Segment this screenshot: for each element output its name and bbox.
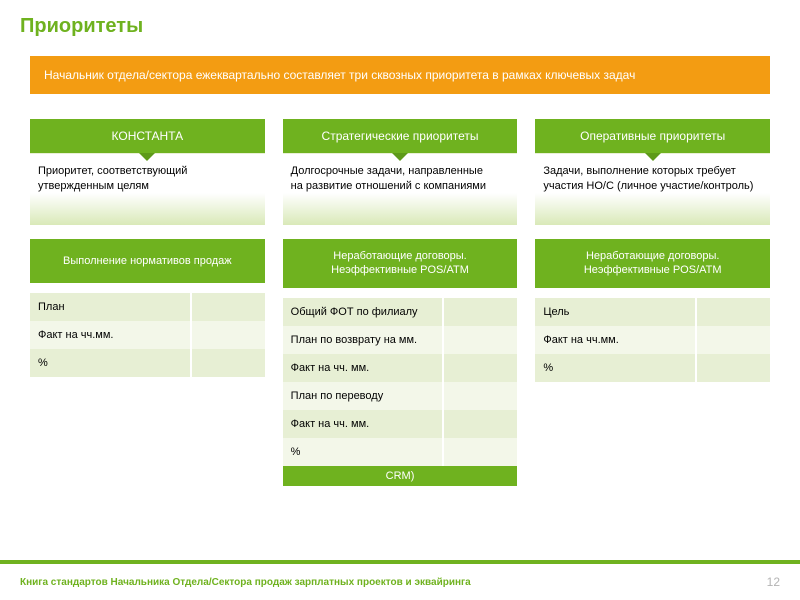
- row-value: [190, 321, 265, 349]
- row-value: [442, 354, 517, 382]
- row-value: [695, 326, 770, 354]
- row-label: Факт на чч. мм.: [283, 410, 443, 438]
- column-header: Стратегические приоритеты: [283, 119, 518, 153]
- row-value: [442, 382, 517, 410]
- table-row: Факт на чч.мм.: [535, 326, 770, 354]
- page-number: 12: [767, 575, 780, 589]
- banner: Начальник отдела/сектора ежеквартально с…: [30, 56, 770, 94]
- row-value: [442, 298, 517, 326]
- table-row: %: [535, 354, 770, 382]
- row-value: [442, 438, 517, 466]
- slide: Приоритеты Начальник отдела/сектора ежек…: [0, 0, 800, 600]
- table-row: %: [283, 438, 518, 466]
- column-subheader: Неработающие договоры. Неэффективные POS…: [535, 239, 770, 288]
- table-row: План по переводу: [283, 382, 518, 410]
- row-label: %: [283, 438, 443, 466]
- page-title: Приоритеты: [20, 15, 780, 38]
- column-desc: Приоритет, соответствующий утвержденным …: [30, 153, 265, 225]
- row-label: План по возврату на мм.: [283, 326, 443, 354]
- column: Стратегические приоритетыДолгосрочные за…: [283, 119, 518, 486]
- table-row: План: [30, 293, 265, 321]
- row-value: [190, 349, 265, 377]
- row-label: Факт на чч. мм.: [283, 354, 443, 382]
- footer-text: Книга стандартов Начальника Отдела/Секто…: [20, 577, 471, 588]
- column-table: ЦельФакт на чч.мм.%: [535, 298, 770, 382]
- row-value: [190, 293, 265, 321]
- column-subheader: Неработающие договоры. Неэффективные POS…: [283, 239, 518, 288]
- row-label: План: [30, 293, 190, 321]
- row-value: [695, 354, 770, 382]
- table-row: План по возврату на мм.: [283, 326, 518, 354]
- row-value: [442, 326, 517, 354]
- table-row: %: [30, 349, 265, 377]
- column: Оперативные приоритетыЗадачи, выполнение…: [535, 119, 770, 382]
- column: КОНСТАНТАПриоритет, соответствующий утве…: [30, 119, 265, 377]
- row-value: [695, 298, 770, 326]
- columns-container: КОНСТАНТАПриоритет, соответствующий утве…: [20, 119, 780, 486]
- crm-footer: CRM): [283, 466, 518, 486]
- column-table: Общий ФОТ по филиалуПлан по возврату на …: [283, 298, 518, 466]
- column-desc: Задачи, выполнение которых требует участ…: [535, 153, 770, 225]
- row-label: %: [535, 354, 695, 382]
- table-row: Общий ФОТ по филиалу: [283, 298, 518, 326]
- row-label: Общий ФОТ по филиалу: [283, 298, 443, 326]
- column-subheader: Выполнение нормативов продаж: [30, 239, 265, 283]
- table-row: Цель: [535, 298, 770, 326]
- column-header: КОНСТАНТА: [30, 119, 265, 153]
- row-value: [442, 410, 517, 438]
- row-label: Цель: [535, 298, 695, 326]
- row-label: %: [30, 349, 190, 377]
- column-desc: Долгосрочные задачи, направленные на раз…: [283, 153, 518, 225]
- column-header: Оперативные приоритеты: [535, 119, 770, 153]
- table-row: Факт на чч. мм.: [283, 354, 518, 382]
- row-label: План по переводу: [283, 382, 443, 410]
- column-table: ПланФакт на чч.мм.%: [30, 293, 265, 377]
- row-label: Факт на чч.мм.: [30, 321, 190, 349]
- footer: Книга стандартов Начальника Отдела/Секто…: [0, 560, 800, 600]
- table-row: Факт на чч.мм.: [30, 321, 265, 349]
- table-row: Факт на чч. мм.: [283, 410, 518, 438]
- row-label: Факт на чч.мм.: [535, 326, 695, 354]
